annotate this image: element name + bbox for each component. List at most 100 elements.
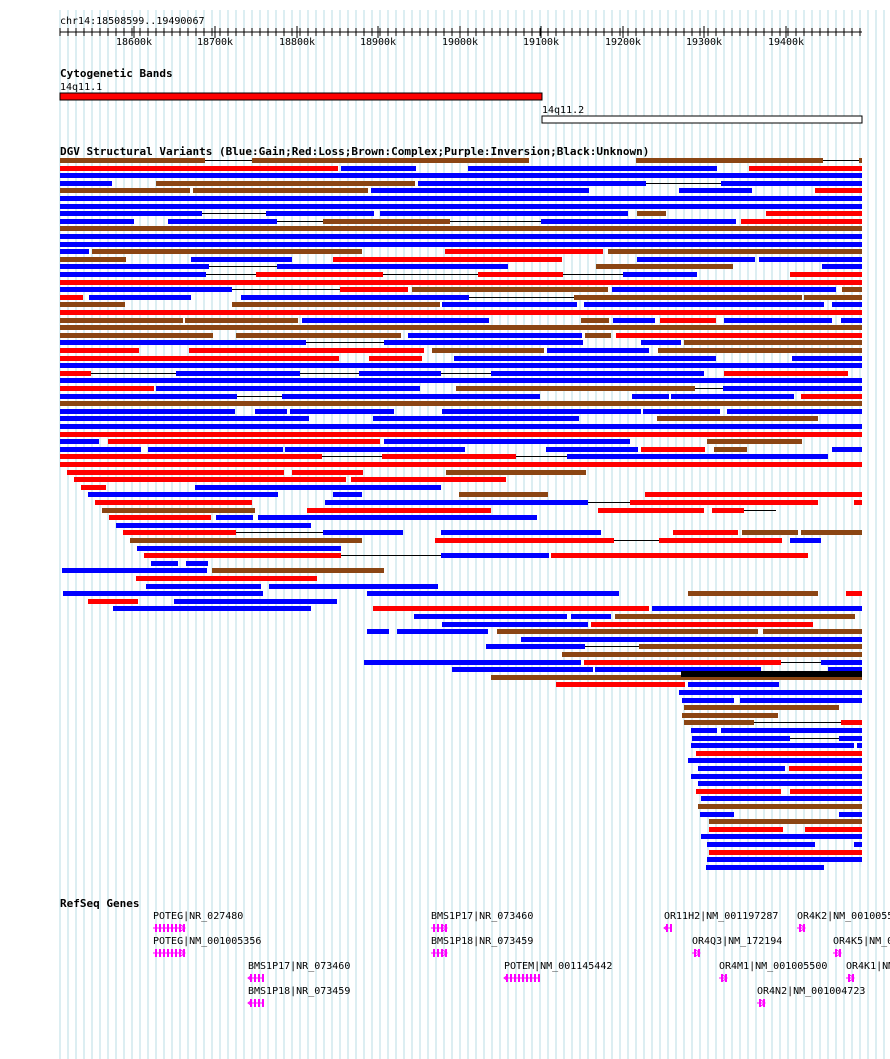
sv-feature[interactable] — [60, 371, 91, 376]
sv-feature[interactable] — [692, 736, 790, 741]
gene-exon[interactable] — [159, 924, 161, 932]
sv-feature[interactable] — [645, 492, 862, 497]
sv-feature[interactable] — [95, 500, 252, 505]
sv-feature[interactable] — [804, 295, 862, 300]
sv-feature[interactable] — [113, 606, 311, 611]
sv-feature[interactable] — [364, 660, 581, 665]
sv-feature[interactable] — [302, 318, 489, 323]
sv-feature[interactable] — [658, 348, 862, 353]
sv-feature[interactable] — [189, 348, 424, 353]
sv-feature[interactable] — [832, 302, 862, 307]
sv-feature[interactable] — [706, 865, 824, 870]
sv-feature[interactable] — [89, 295, 191, 300]
sv-feature[interactable] — [146, 584, 261, 589]
sv-feature[interactable] — [841, 318, 862, 323]
sv-feature[interactable] — [591, 622, 813, 627]
sv-feature[interactable] — [551, 553, 808, 558]
gene-exon[interactable] — [254, 999, 256, 1007]
sv-feature[interactable] — [92, 249, 362, 254]
sv-feature[interactable] — [790, 789, 862, 794]
sv-feature[interactable] — [639, 644, 862, 649]
sv-feature[interactable] — [191, 257, 292, 262]
sv-feature[interactable] — [556, 682, 685, 687]
sv-feature[interactable] — [671, 394, 794, 399]
sv-feature[interactable] — [679, 188, 752, 193]
gene-exon[interactable] — [698, 949, 700, 957]
sv-feature[interactable] — [60, 219, 134, 224]
gene-exon[interactable] — [254, 974, 256, 982]
sv-feature[interactable] — [435, 538, 614, 543]
sv-feature[interactable] — [351, 477, 506, 482]
sv-feature[interactable] — [60, 394, 237, 399]
sv-feature[interactable] — [88, 599, 138, 604]
gene-exon[interactable] — [534, 974, 536, 982]
sv-feature[interactable] — [333, 257, 562, 262]
sv-feature[interactable] — [707, 857, 862, 862]
sv-feature[interactable] — [325, 500, 588, 505]
sv-feature[interactable] — [384, 439, 630, 444]
gene-exon[interactable] — [518, 974, 520, 982]
gene-exon[interactable] — [250, 974, 252, 982]
sv-feature[interactable] — [652, 606, 862, 611]
sv-feature[interactable] — [682, 713, 778, 718]
sv-feature[interactable] — [323, 219, 450, 224]
sv-feature[interactable] — [373, 606, 649, 611]
sv-feature[interactable] — [116, 523, 311, 528]
gene-exon[interactable] — [167, 949, 169, 957]
sv-feature[interactable] — [698, 766, 785, 771]
sv-feature[interactable] — [60, 166, 338, 171]
sv-feature[interactable] — [712, 508, 744, 513]
sv-feature[interactable] — [333, 492, 362, 497]
sv-feature[interactable] — [60, 295, 83, 300]
sv-feature[interactable] — [763, 629, 862, 634]
sv-feature[interactable] — [696, 751, 862, 756]
gene-exon[interactable] — [694, 949, 696, 957]
sv-feature[interactable] — [452, 667, 593, 672]
sv-feature[interactable] — [176, 371, 300, 376]
sv-feature[interactable] — [195, 485, 441, 490]
sv-feature[interactable] — [846, 591, 862, 596]
sv-feature[interactable] — [137, 546, 341, 551]
sv-feature[interactable] — [60, 196, 862, 201]
sv-feature[interactable] — [608, 249, 862, 254]
sv-feature[interactable] — [766, 211, 862, 216]
sv-feature[interactable] — [60, 280, 862, 285]
sv-feature[interactable] — [615, 614, 855, 619]
gene-exon[interactable] — [171, 949, 173, 957]
sv-feature[interactable] — [701, 796, 862, 801]
sv-feature[interactable] — [521, 637, 862, 642]
sv-feature[interactable] — [445, 249, 603, 254]
sv-feature[interactable] — [698, 804, 862, 809]
gene-exon[interactable] — [835, 949, 837, 957]
sv-feature[interactable] — [60, 226, 862, 231]
sv-feature[interactable] — [292, 470, 363, 475]
sv-feature[interactable] — [382, 454, 516, 459]
gene-exon[interactable] — [167, 924, 169, 932]
gene-exon[interactable] — [433, 924, 435, 932]
sv-feature[interactable] — [547, 348, 649, 353]
sv-feature[interactable] — [108, 439, 380, 444]
sv-feature[interactable] — [397, 629, 488, 634]
sv-feature[interactable] — [212, 568, 384, 573]
gene-exon[interactable] — [721, 974, 723, 982]
gene-exon[interactable] — [163, 949, 165, 957]
sv-feature[interactable] — [701, 834, 862, 839]
gene-exon[interactable] — [852, 974, 854, 982]
sv-feature[interactable] — [60, 386, 154, 391]
sv-feature[interactable] — [369, 356, 422, 361]
gene-exon[interactable] — [183, 924, 185, 932]
sv-feature[interactable] — [88, 492, 278, 497]
sv-feature[interactable] — [567, 454, 828, 459]
sv-feature[interactable] — [641, 447, 705, 452]
sv-feature[interactable] — [815, 188, 862, 193]
gene-exon[interactable] — [848, 974, 850, 982]
gene-exon[interactable] — [445, 949, 447, 957]
sv-feature[interactable] — [442, 409, 641, 414]
gene-exon[interactable] — [666, 924, 668, 932]
sv-feature[interactable] — [792, 356, 862, 361]
sv-feature[interactable] — [60, 181, 112, 186]
sv-feature[interactable] — [266, 211, 374, 216]
sv-feature[interactable] — [277, 264, 508, 269]
sv-feature[interactable] — [759, 257, 862, 262]
sv-feature[interactable] — [623, 272, 697, 277]
